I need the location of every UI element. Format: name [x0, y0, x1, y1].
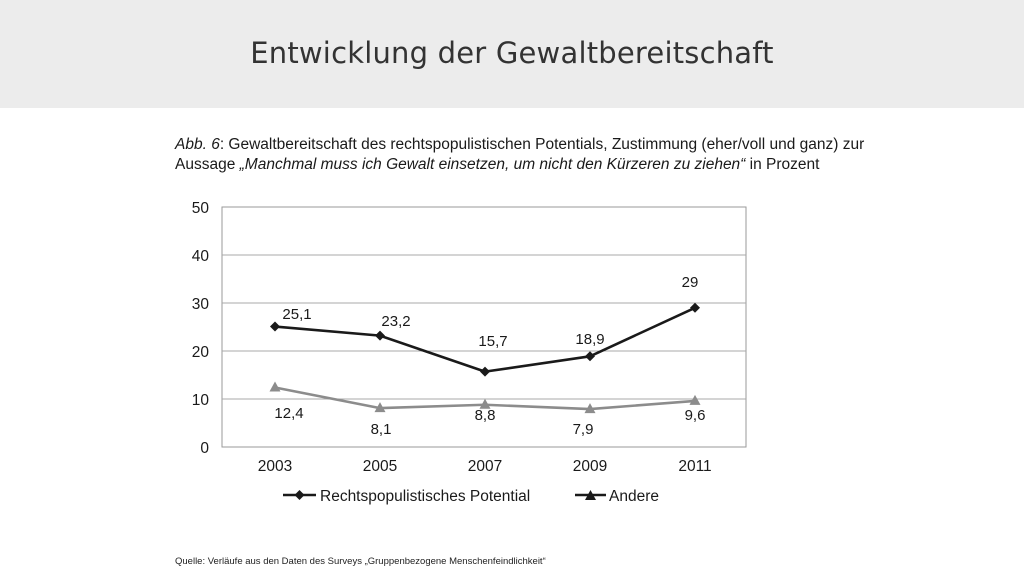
x-tick-label: 2003	[258, 458, 292, 475]
figure-label: Abb. 6	[175, 136, 220, 153]
caption-quote: „Manchmal muss ich Gewalt einsetzen, um …	[239, 156, 746, 173]
data-point	[375, 330, 385, 341]
data-label: 8,8	[475, 407, 496, 424]
legend-label: Rechtspopulistisches Potential	[320, 488, 530, 505]
x-tick-label: 2009	[573, 458, 607, 475]
data-label: 25,1	[282, 306, 311, 323]
x-tick-label: 2007	[468, 458, 502, 475]
data-point	[374, 402, 386, 413]
data-point	[690, 302, 700, 313]
data-label: 23,2	[381, 313, 410, 330]
data-label: 7,9	[573, 421, 594, 438]
title-band	[0, 0, 1024, 108]
figure-caption: Abb. 6: Gewaltbereitschaft des rechtspop…	[175, 135, 865, 175]
caption-text: : Gewaltbereitschaft des rechtspopulisti…	[175, 136, 865, 173]
slide-title: Entwicklung der Gewaltbereitschaft	[250, 36, 774, 70]
caption-unit: in Prozent	[745, 156, 820, 173]
y-tick-label: 40	[192, 248, 210, 265]
legend-label: Andere	[609, 488, 659, 505]
data-point	[480, 366, 490, 377]
y-tick-label: 10	[192, 392, 210, 409]
legend-marker-diamond	[294, 490, 305, 500]
y-tick-label: 50	[192, 200, 210, 217]
data-label: 18,9	[575, 331, 604, 348]
legend-marker-triangle	[585, 490, 596, 500]
data-point	[479, 398, 491, 409]
data-point	[689, 394, 701, 405]
data-point	[270, 321, 280, 332]
data-label: 9,6	[685, 407, 706, 424]
x-tick-label: 2011	[678, 458, 711, 475]
y-tick-label: 30	[192, 296, 210, 313]
source-note: Quelle: Verläufe aus den Daten des Surve…	[175, 556, 546, 567]
data-label: 29	[682, 274, 699, 291]
data-point	[269, 381, 281, 392]
y-tick-label: 0	[200, 440, 209, 457]
data-label: 15,7	[478, 333, 507, 350]
data-point	[584, 403, 596, 414]
data-label: 12,4	[274, 405, 303, 422]
data-label: 8,1	[371, 421, 392, 438]
x-tick-label: 2005	[363, 458, 397, 475]
data-point	[585, 351, 595, 362]
y-tick-label: 20	[192, 344, 210, 361]
